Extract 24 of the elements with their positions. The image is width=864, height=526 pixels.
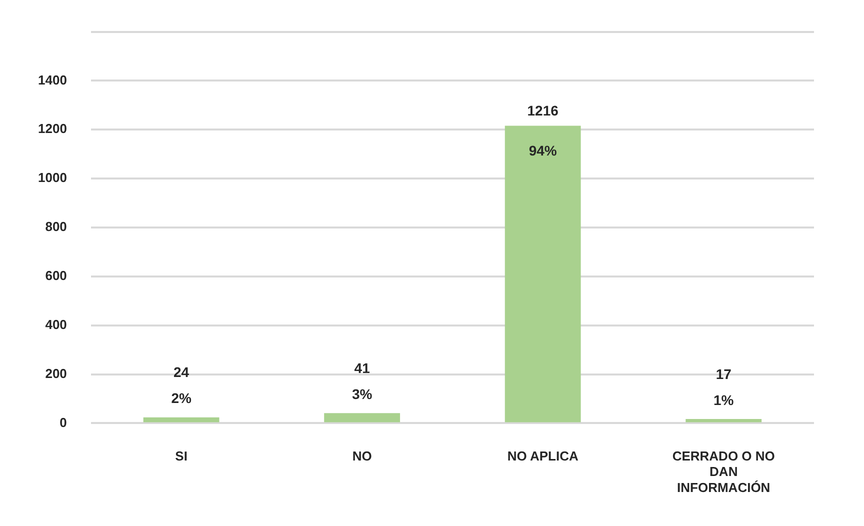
x-tick-label: CERRADO O NO DAN INFORMACIÓN (672, 448, 775, 495)
bar (686, 419, 762, 422)
y-tick-label: 800 (45, 219, 67, 234)
y-tick-label: 400 (45, 316, 67, 332)
y-tick-label: 600 (45, 268, 67, 284)
data-label: 1216 (527, 102, 559, 119)
annotation: 3% (352, 386, 373, 402)
x-tick-label: NO APLICA (507, 448, 579, 464)
bar (143, 417, 220, 422)
y-tick-label: 200 (45, 366, 67, 381)
y-tick-label: 1200 (38, 121, 67, 136)
annotation: 94% (528, 142, 558, 159)
data-label: 41 (354, 360, 370, 376)
x-tick-label: NO (352, 448, 372, 464)
data-label: 24 (174, 364, 190, 380)
annotation: 2% (171, 390, 192, 406)
x-tick-label: SI (175, 448, 188, 464)
y-tick-label: 1000 (38, 170, 67, 186)
annotation: 1% (714, 392, 734, 408)
y-tick-label: 0 (60, 414, 67, 430)
bar (324, 413, 400, 422)
bar (504, 126, 581, 422)
data-label: 17 (716, 366, 732, 382)
y-tick-label: 1400 (38, 72, 67, 88)
